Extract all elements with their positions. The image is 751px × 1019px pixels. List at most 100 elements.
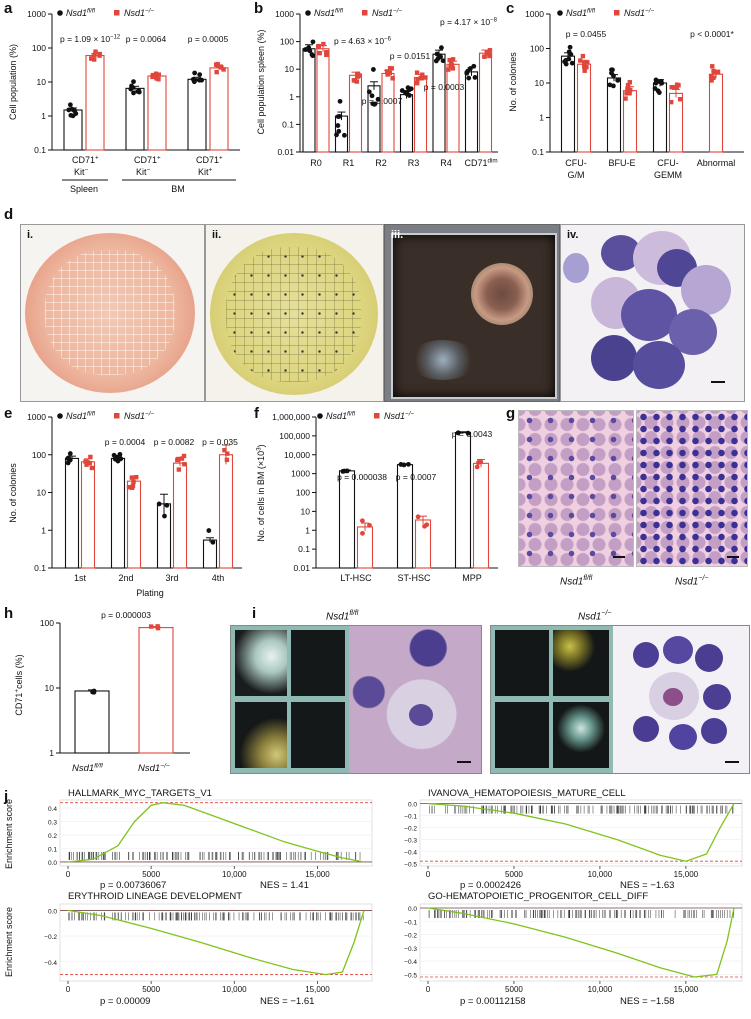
b-ytick-label-3: 10 bbox=[285, 64, 295, 74]
j3-xtick-label-2: 10,000 bbox=[588, 985, 613, 994]
b-ctrl-4-point-6 bbox=[435, 56, 441, 62]
histology-label-ko: Nsd1−/− bbox=[675, 575, 708, 587]
j1-xtick-label-1: 5000 bbox=[505, 870, 523, 879]
b-bar-ko-0 bbox=[316, 48, 330, 153]
chart-j: HALLMARK_MYC_TARGETS_V1 0.4 0.3 0.2 0.1 0.0 0 5… bbox=[4, 788, 743, 1007]
a-ko-2-point-6 bbox=[221, 67, 226, 72]
histology-label-ctrl-text: Nsd1 bbox=[560, 576, 584, 588]
j1-ytick-label-5: −0.5 bbox=[404, 862, 417, 869]
c-ctrl-2-point-4 bbox=[653, 80, 659, 86]
b-ko-1-point-6 bbox=[354, 79, 360, 84]
b-ko-4-point-0 bbox=[447, 57, 452, 63]
c-ytick-label-4: 1000 bbox=[525, 9, 544, 19]
a-ko-2-point-5 bbox=[214, 69, 219, 75]
a-bar-ko-2 bbox=[209, 67, 229, 151]
a-group-spleen: Spleen bbox=[70, 184, 98, 194]
b-ctrl-0-point-6 bbox=[304, 46, 310, 52]
panel-letter-h: h bbox=[4, 605, 14, 622]
histology-label-ctrl-sup: fl/fl bbox=[583, 575, 593, 582]
h-bar-0 bbox=[74, 690, 110, 754]
e-ko-2-point-4 bbox=[181, 453, 187, 459]
e-ctrl-2-point-0 bbox=[162, 513, 167, 519]
a-ctrl-1-point-2 bbox=[131, 90, 136, 96]
a-ylabel: Cell population (%) bbox=[8, 44, 18, 120]
b-xlabel-5: CD71dim bbox=[465, 158, 498, 169]
j3-xtick-label-1: 5000 bbox=[505, 985, 523, 994]
c-ko-1-point-5 bbox=[625, 86, 630, 91]
c-ko-0-point-1 bbox=[578, 58, 583, 63]
j3-es-curve bbox=[427, 907, 735, 978]
f-ylabel-sup: 3 bbox=[256, 447, 263, 451]
e-ytick-label-0: 0.1 bbox=[34, 563, 46, 573]
e-ko-0-point-2 bbox=[84, 462, 89, 467]
a-legend-ko: Nsd1−/− bbox=[124, 8, 154, 19]
b-ctrl-2-point-3 bbox=[370, 67, 376, 72]
b-ko-0-point-0 bbox=[324, 52, 329, 58]
a-pvalue-1: p = 0.0064 bbox=[126, 34, 167, 44]
h-ylabel-tail: cells (%) bbox=[14, 654, 24, 689]
a-xlabel-0-line2-sup: − bbox=[85, 167, 89, 174]
j2-nes: NES = −1.61 bbox=[260, 996, 314, 1007]
c-bar-ko-3 bbox=[708, 73, 724, 153]
photo-label-iv: iv. bbox=[567, 229, 579, 241]
f-xlabel-1: ST-HSC bbox=[397, 573, 431, 583]
a-legend-ko-sup: −/− bbox=[145, 8, 154, 15]
e-ctrl-2-point-1 bbox=[156, 501, 162, 507]
e-ko-3-point-1 bbox=[222, 447, 227, 453]
j3-xtick-label-3: 15,000 bbox=[674, 985, 699, 994]
h-ylabel-sup: + bbox=[14, 689, 21, 693]
j3-title: GO-HEMATOPOIETIC_PROGENITOR_CELL_DIFF bbox=[428, 891, 648, 902]
j3-ytick-label-0: 0.0 bbox=[408, 906, 417, 913]
c-ko-1-point-4 bbox=[625, 82, 631, 88]
a-ctrl-1-point-3 bbox=[131, 79, 136, 85]
f-legend-ctrl-base: Nsd1 bbox=[326, 411, 347, 421]
f-ctrl-2-point-0 bbox=[465, 430, 471, 436]
f-ko-2-point-2 bbox=[478, 459, 484, 465]
a-group-bm: BM bbox=[171, 184, 185, 194]
f-ytick-label-4: 100 bbox=[296, 488, 310, 498]
b-xlabel-1: R1 bbox=[343, 158, 355, 168]
a-ko-0-point-5 bbox=[91, 57, 97, 62]
e-ko-0-point-3 bbox=[88, 454, 93, 460]
chart-f: 0.01 0.1 1 10 100 1000 10,000 100,000 1,000,000 N… bbox=[256, 411, 498, 583]
a-ko-1-point-6 bbox=[156, 77, 161, 82]
b-bar-ko-4 bbox=[446, 63, 460, 153]
b-bar-ctrl-4 bbox=[432, 53, 446, 153]
c-pvalue-1: p < 0.0001* bbox=[690, 29, 734, 39]
e-bar-ko-0 bbox=[80, 461, 96, 569]
b-pvalue-3: p = 0.0003 bbox=[424, 82, 465, 92]
c-ko-3-point-6 bbox=[711, 68, 716, 74]
j2-ytick-label-2: −0.4 bbox=[44, 960, 57, 967]
panel-letter-e: e bbox=[4, 405, 13, 422]
c-ytick-label-2: 10 bbox=[535, 78, 545, 88]
j0-nes: NES = 1.41 bbox=[260, 880, 309, 891]
c-pvalue-0: p = 0.0455 bbox=[566, 29, 607, 39]
photo-dish-yellow: ii. bbox=[205, 224, 384, 402]
j-ylabel-top: Enrichment score bbox=[4, 799, 14, 869]
a-ytick-label-3: 100 bbox=[32, 43, 46, 53]
a-xlabel-1-line1-base: CD71 bbox=[134, 155, 157, 165]
c-ko-3-point-0 bbox=[715, 69, 721, 75]
e-ytick-label-4: 1000 bbox=[27, 412, 46, 422]
c-xlabel-1-line1: BFU-E bbox=[609, 158, 636, 168]
a-ko-2-point-2 bbox=[215, 63, 221, 68]
panel-letter-g: g bbox=[506, 405, 516, 422]
a-ytick-label-1: 1 bbox=[41, 111, 46, 121]
j0-xtick-label-2: 10,000 bbox=[222, 870, 247, 879]
chart-b: 0.01 0.1 1 10 100 1000 Cell population spleen … bbox=[256, 8, 498, 169]
e-bar-ctrl-1 bbox=[110, 457, 126, 569]
panel-i-label-ko-text: Nsd1 bbox=[578, 611, 602, 623]
f-bar-ko-2 bbox=[472, 462, 490, 569]
b-ytick-label-0: 0.01 bbox=[277, 147, 294, 157]
f-legend-ko: Nsd1−/− bbox=[384, 411, 414, 422]
j0-ytick-label-1: 0.3 bbox=[48, 820, 57, 827]
a-xlabel-2-line1-sup: + bbox=[219, 155, 223, 162]
a-pvalue-0-sup: −12 bbox=[110, 35, 120, 41]
f-bar-ko-0 bbox=[356, 526, 374, 569]
b-bar-ko-5 bbox=[478, 52, 493, 153]
f-pvalue-1: p = 0.0007 bbox=[396, 472, 437, 482]
c-ko-0-point-0 bbox=[582, 68, 587, 73]
b-ctrl-1-point-3 bbox=[342, 132, 347, 138]
